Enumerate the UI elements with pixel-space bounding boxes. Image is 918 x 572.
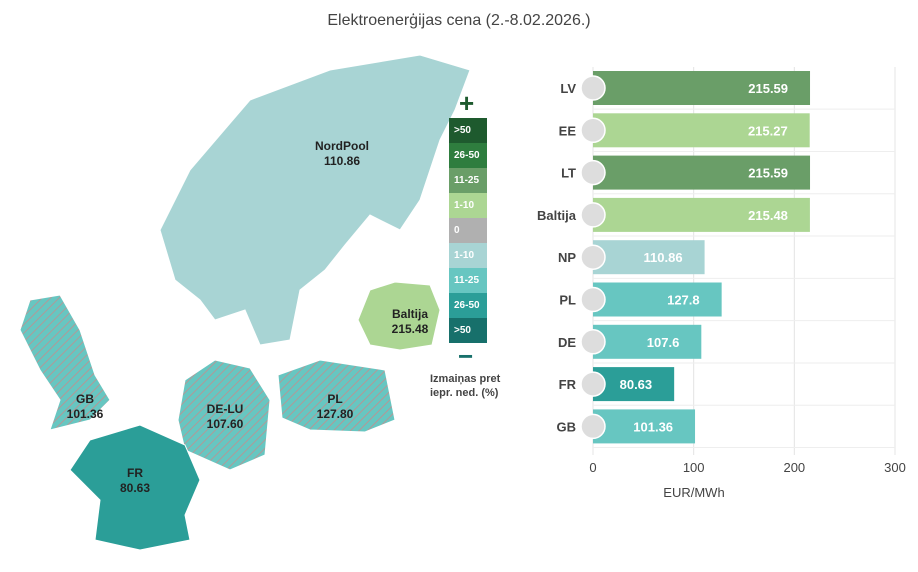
map-label-name: Baltija <box>392 307 428 321</box>
category-label: FR <box>559 377 577 392</box>
map-label-value: 215.48 <box>392 322 429 336</box>
bar-value-label: 110.86 <box>644 250 683 265</box>
category-label: PL <box>559 293 576 308</box>
bar-value-label: 101.36 <box>633 419 673 434</box>
flag-icon-de <box>580 329 606 355</box>
category-label: LT <box>561 166 576 181</box>
bar-ee <box>593 113 810 148</box>
bar-value-label: 215.27 <box>748 123 788 138</box>
legend-note-line1: Izmaiņas pret <box>430 373 501 385</box>
flag-icon-lt <box>580 159 606 186</box>
bar-pl <box>593 282 722 317</box>
bar-value-label: 127.8 <box>667 293 700 308</box>
bar-np <box>593 240 705 275</box>
map-label-value: 107.60 <box>207 417 244 431</box>
bar-value-label: 215.59 <box>748 81 788 96</box>
legend-item: 1-10 <box>449 243 487 268</box>
map-label-name: NordPool <box>315 139 369 153</box>
category-label: Baltija <box>537 208 577 223</box>
bar-lt <box>593 155 811 190</box>
category-label: LV <box>560 81 576 96</box>
x-tick-label: 300 <box>884 460 906 475</box>
flag-icon-baltija <box>580 202 606 228</box>
map-label-name: GB <box>76 392 94 406</box>
map-region-de <box>177 359 271 471</box>
category-label: NP <box>558 250 576 265</box>
map-region-nordpool <box>159 54 471 346</box>
legend-minus: − <box>458 341 474 371</box>
x-tick-label: 0 <box>589 460 596 475</box>
x-axis-label: EUR/MWh <box>663 485 724 500</box>
x-tick-label: 100 <box>683 460 705 475</box>
flag-icon-pl <box>580 286 606 313</box>
legend-item: >50 <box>449 118 487 143</box>
bar-de <box>593 324 702 359</box>
flag-icon-gb <box>580 413 606 440</box>
chart-title: Elektroenerģijas cena (2.-8.02.2026.) <box>327 12 591 29</box>
flag-icon-np <box>580 244 606 270</box>
flag-icon-lv <box>580 75 606 101</box>
bar-lv <box>593 71 811 105</box>
legend-item: 11-25 <box>449 268 487 293</box>
bar-value-label: 107.6 <box>647 335 680 350</box>
category-label: GB <box>557 419 577 434</box>
bar-fr <box>593 367 675 402</box>
map-region-pl <box>277 359 396 433</box>
x-tick-label: 200 <box>783 460 805 475</box>
bar-value-label: 215.59 <box>748 166 788 181</box>
legend-item: 0 <box>449 218 487 243</box>
map-region-gb <box>19 294 111 431</box>
map-label-value: 110.86 <box>324 154 360 168</box>
bar-value-label: 215.48 <box>748 208 788 223</box>
legend-note-line2: iepr. ned. (%) <box>430 387 499 399</box>
bar-gb <box>593 409 696 444</box>
legend-plus: + <box>459 88 475 118</box>
legend-item: 11-25 <box>449 168 487 193</box>
legend-item: 26-50 <box>449 143 487 168</box>
legend-item: 26-50 <box>449 293 487 318</box>
legend-item: 1-10 <box>449 193 487 218</box>
map-region-fr <box>69 424 201 551</box>
map-label-name: FR <box>127 466 143 480</box>
bar-baltija <box>593 197 810 232</box>
map-label-value: 127.80 <box>317 407 354 421</box>
flag-icon-ee <box>580 117 606 144</box>
bar-value-label: 80.63 <box>620 377 653 392</box>
map-label-value: 101.36 <box>67 407 104 421</box>
map-label-name: DE-LU <box>207 402 244 416</box>
map-region-baltija <box>357 281 441 351</box>
flag-icon-fr <box>580 371 606 397</box>
legend-item: >50 <box>449 318 487 343</box>
legend-note: Izmaiņas pret iepr. ned. (%) <box>430 372 520 400</box>
category-label: EE <box>559 123 577 138</box>
category-label: DE <box>558 335 576 350</box>
map-label-value: 80.63 <box>120 481 150 495</box>
map-label-name: PL <box>327 392 342 406</box>
